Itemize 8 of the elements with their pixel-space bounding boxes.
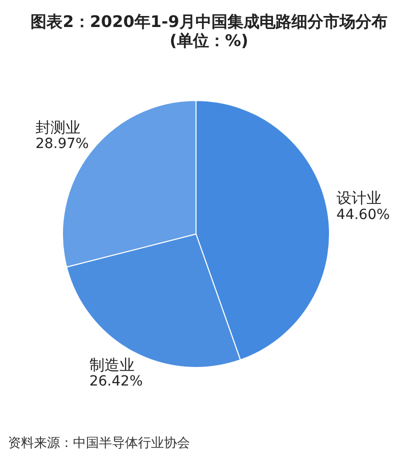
data-label: 26.42% [89,374,143,390]
chart-title: 图表2：2020年1-9月中国集成电路细分市场分布 (单位：%) [30,12,388,50]
slice-label: 封测业 [35,118,80,136]
data-label: 28.97% [35,136,89,152]
slice-label: 制造业 [89,356,134,374]
data-label: 44.60% [336,206,390,223]
slice-label: 设计业 [336,189,382,208]
text: 资料来源：中国半导体行业协会 [8,435,190,452]
